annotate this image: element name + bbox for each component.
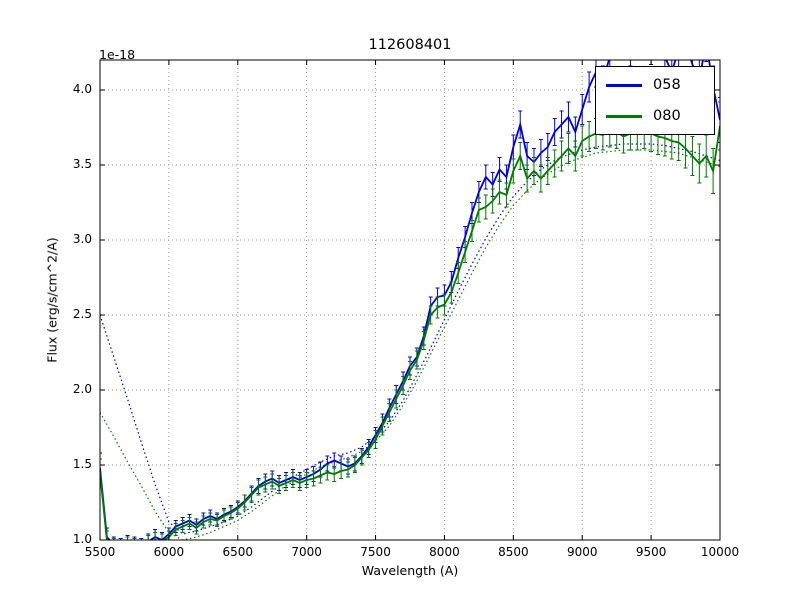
legend-label: 080 bbox=[653, 108, 681, 124]
x-axis-label: Wavelength (A) bbox=[361, 563, 459, 578]
y-axis-label: Flux (erg/s/cm^2/A) bbox=[44, 237, 60, 363]
legend-line-sample-green bbox=[606, 114, 642, 118]
legend-line-sample-blue bbox=[606, 83, 642, 87]
y-axis-offset-label: 1e-18 bbox=[99, 47, 136, 62]
legend-entry: 080 bbox=[606, 107, 704, 125]
legend-entry: 058 bbox=[606, 76, 704, 94]
legend-label: 058 bbox=[653, 77, 681, 93]
chart-title: 112608401 bbox=[368, 37, 452, 53]
legend: 058 080 bbox=[595, 66, 715, 135]
